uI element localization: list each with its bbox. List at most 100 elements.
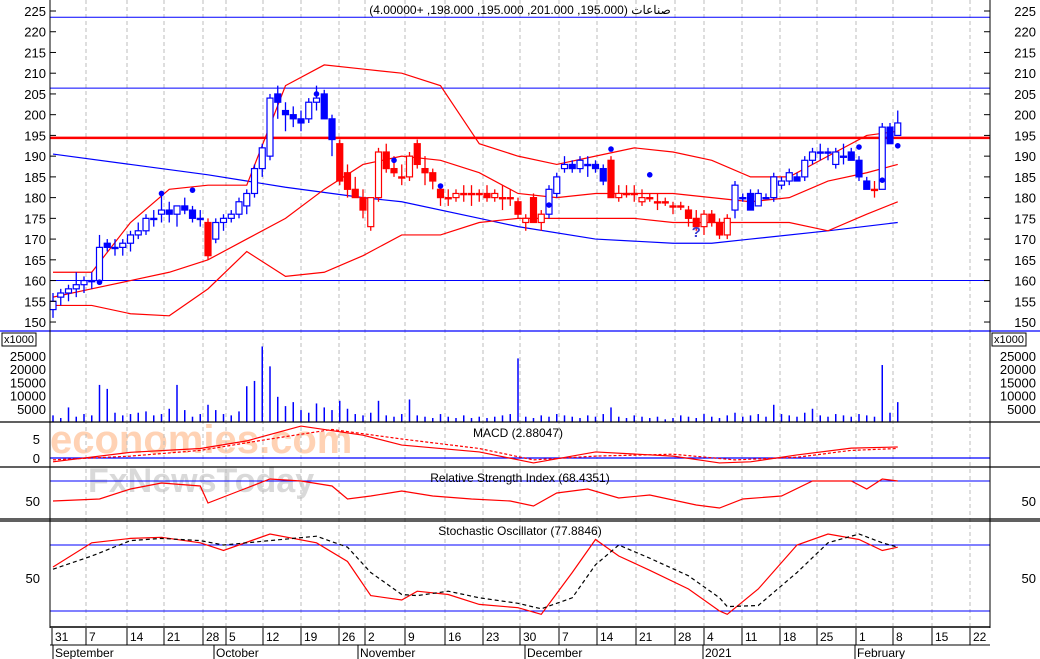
candle-body (72, 284, 80, 290)
candle-body (390, 167, 398, 174)
candle-body (475, 192, 483, 196)
price-tick-label-left: 160 (24, 274, 46, 289)
candle-body (483, 192, 491, 199)
candle-body (700, 213, 708, 228)
candle-body (227, 213, 235, 219)
candle-body (119, 242, 127, 248)
candle-body (467, 192, 476, 196)
rsi-line (52, 478, 898, 509)
x-tick-label: 21 (167, 630, 181, 644)
candle-body (622, 192, 631, 196)
candle-body (64, 288, 73, 294)
candle-body (374, 151, 383, 199)
candle-body (95, 246, 104, 282)
month-label: December (527, 646, 582, 659)
candle-body (491, 192, 499, 199)
signal-dot (96, 279, 103, 286)
candle-body (88, 279, 96, 283)
candle-body (212, 221, 220, 240)
candle-body (320, 93, 328, 120)
candle-body (312, 97, 321, 103)
signal-dot (329, 128, 335, 135)
candle-body (173, 205, 181, 215)
price-tick-label-left: 220 (24, 25, 46, 40)
economies-watermark: economies.com (50, 418, 352, 462)
price-tick-label-right: 150 (1014, 315, 1036, 330)
macd-label: MACD (2.88047) (473, 426, 563, 440)
candle-body (847, 151, 855, 161)
candle-body (181, 205, 189, 211)
signal-dot (608, 146, 614, 152)
x-tick-label: 25 (820, 630, 834, 644)
candle-body (708, 213, 716, 224)
volume-tick-label-left: 20000 (10, 362, 46, 377)
x-tick-label: 31 (55, 630, 69, 644)
x-tick-label: 12 (266, 630, 280, 644)
volume-tick-label-right: 20000 (1000, 362, 1036, 377)
candle-body (754, 192, 762, 207)
x-tick-label: 2 (368, 630, 375, 644)
candle-body (793, 176, 801, 182)
stoch-tick-label-right: 50 (1022, 571, 1036, 586)
candle-body (243, 192, 251, 207)
bollinger-upper-line (53, 64, 898, 273)
x-tick-label: 4 (707, 630, 714, 644)
volume-unit-box (1, 332, 37, 347)
candle-body (305, 101, 313, 120)
candle-body (560, 163, 569, 170)
price-tick-label-right: 195 (1014, 128, 1036, 143)
candle-body (413, 143, 421, 166)
x-tick-label: 5 (229, 630, 236, 644)
price-tick-label-right: 225 (1014, 4, 1036, 19)
candle-body (351, 188, 359, 199)
volume-unit-label: x1000 (4, 334, 34, 346)
candle-body (723, 217, 731, 236)
price-tick-label-left: 190 (24, 149, 46, 164)
x-tick-label: 14 (600, 630, 614, 644)
x-tick-label: 28 (206, 630, 220, 644)
candle-body (537, 213, 545, 224)
candle-body (111, 246, 119, 250)
signal-dot (391, 157, 397, 164)
price-tick-label-left: 165 (24, 253, 46, 268)
stoch-tick-label-left: 50 (26, 571, 40, 586)
x-tick-label: 22 (973, 630, 987, 644)
signal-dot (894, 142, 901, 149)
price-tick-label-left: 210 (24, 66, 46, 81)
candle-body (576, 159, 584, 170)
macd-tick-label: 5 (33, 432, 40, 447)
price-tick-label-right: 200 (1014, 108, 1036, 123)
signal-dot (856, 144, 862, 150)
candle-body (266, 97, 274, 157)
price-tick-label-right: 185 (1014, 170, 1036, 185)
stoch-d-line (52, 533, 898, 610)
candle-body (57, 292, 65, 298)
moving-average-line (52, 153, 898, 244)
month-label: November (360, 646, 415, 659)
price-tick-label-left: 200 (24, 108, 46, 123)
price-tick-label-left: 175 (24, 211, 46, 226)
candle-body (103, 242, 111, 248)
x-tick-label: 7 (562, 630, 569, 644)
price-tick-label-right: 215 (1014, 45, 1036, 60)
candle-body (529, 197, 538, 224)
volume-tick-label-right: 25000 (1000, 349, 1036, 364)
candle-body (839, 155, 848, 158)
candle-body (142, 217, 150, 232)
volume-tick-label-right: 15000 (1000, 375, 1036, 390)
candle-body (281, 109, 290, 116)
volume-tick-label-left: 5000 (17, 402, 46, 417)
signal-dot (879, 177, 886, 183)
price-tick-label-left: 225 (24, 4, 46, 19)
candle-body (878, 126, 886, 190)
candle-body (591, 163, 600, 170)
price-tick-label-left: 155 (24, 294, 46, 309)
candle-body (785, 172, 793, 182)
price-tick-label-left: 195 (24, 128, 46, 143)
candle-body (126, 234, 135, 244)
grid (85, 0, 971, 626)
candle-body (731, 184, 739, 211)
signal-dot (747, 204, 754, 210)
